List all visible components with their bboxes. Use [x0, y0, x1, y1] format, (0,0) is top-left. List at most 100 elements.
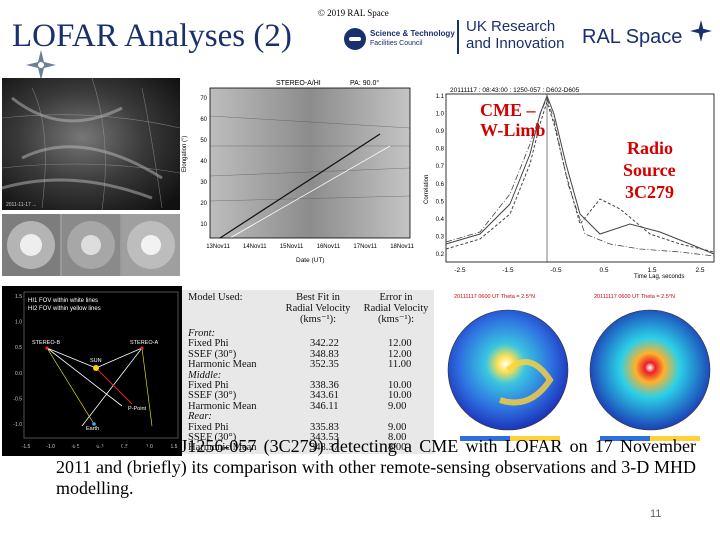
orbit-label-earth: Earth [86, 426, 99, 432]
table-row: SSEF (30°) 343.53 8.00 [188, 432, 432, 443]
correlation-xlabel: Time Lag, seconds [634, 274, 684, 280]
mhd-model-image-1: 20111117 0600 UT Theta = 2.5°N [440, 290, 580, 454]
orbit-xticks: -1.5 -1.0 -0.5 0.0 0.5 1.0 1.5 [22, 444, 178, 450]
stereo-ylabel: Elongation (°) [182, 136, 188, 172]
table-cell-model: SSEF (30°) [188, 432, 237, 443]
x-tick-label: 1.5 [647, 267, 656, 274]
ukri-logo: UK Research and Innovation [466, 18, 564, 52]
table-header-err-l3: (kms⁻¹): [377, 314, 415, 325]
correlation-ylabel: Correlation [424, 175, 430, 204]
earth-marker [92, 422, 96, 426]
annotation-source: Source [623, 160, 676, 180]
coronagraph-graphic [2, 214, 180, 276]
stfc-logo-mark [344, 28, 366, 50]
table-cell-model: Harmonic Mean [188, 359, 257, 371]
table-row: Fixed Phi 338.36 10.00 [188, 380, 432, 391]
stereo-pa: PA: 90.0° [350, 79, 379, 87]
correlation-xticks: -2.5 -1.5 -0.5 0.5 1.5 2.5 [454, 267, 704, 274]
table-cell-error: 12.00 [388, 338, 412, 350]
x-tick-label: 1.0 [146, 444, 153, 450]
table-row: Harmonic Mean 346.11 9.00 [188, 401, 432, 412]
stereo-jmap-plot: STEREO-A/HI PA: 90.0° Elongation (°) 70 6… [180, 76, 416, 272]
x-tick-label: 17Nov11 [353, 244, 377, 250]
x-tick-label: 1.5 [171, 444, 178, 450]
table-cell-model: Rear: [188, 411, 212, 423]
x-tick-label: 2.5 [695, 267, 704, 274]
table-cell-fit: 343.61 [310, 390, 339, 402]
y-tick-label: 0.3 [436, 234, 445, 240]
observation-text: Observations of J1256-057 (3C279) detect… [56, 436, 696, 498]
ukri-logo-line2: and Innovation [466, 35, 565, 52]
sparkle-icon [690, 20, 712, 42]
y-tick-label: 0.5 [15, 345, 22, 351]
x-tick-label: 14Nov11 [243, 244, 267, 250]
stfc-logo-line1: Science & Technology [370, 29, 455, 38]
x-tick-label: 0.0 [97, 444, 104, 450]
mhd-model-label-1: 20111117 0600 UT Theta = 2.5°N [454, 294, 535, 300]
y-tick-label: 50 [200, 138, 207, 144]
ukri-logo-line1: UK Research [466, 18, 556, 35]
y-tick-label: -1.0 [13, 422, 22, 428]
table-cell-error: 11.00 [388, 359, 412, 371]
table-row: SSEF (30°) 343.61 10.00 [188, 390, 432, 401]
table-header-error: Error in Radial Velocity (kms⁻¹): [360, 292, 432, 325]
table-row: Harmonic Mean 352.35 11.00 [188, 359, 432, 370]
stfc-logo: Science & Technology Facilities Council [344, 24, 456, 54]
spacecraft-orbit-plot: HI1 FOV within white lines HI2 FOV withi… [2, 286, 182, 456]
table-cell-model: Harmonic Mean [188, 400, 257, 412]
table-header-fit-l1: Best Fit in [296, 292, 340, 303]
stereo-yticks: 70 60 50 40 30 20 10 [200, 96, 207, 228]
table-cell-fit: 352.35 [310, 359, 339, 371]
table-row: Harmonic Mean 348.37 8.00 [188, 442, 432, 453]
ral-space-logo: RAL Space [582, 26, 683, 48]
orbit-label-stereo-a: STEREO-A [130, 340, 158, 346]
y-tick-label: 1.0 [436, 112, 445, 118]
stereo-title: STEREO-A/HI [276, 80, 321, 87]
coronagraph-images [2, 214, 180, 276]
x-tick-label: 0.5 [121, 444, 128, 450]
table-cell-error: 10.00 [388, 390, 412, 402]
table-cell-model: Harmonic Mean [188, 442, 257, 454]
y-tick-label: 70 [200, 96, 207, 102]
x-tick-label: 15Nov11 [280, 244, 304, 250]
table-cell-fit: 343.53 [310, 432, 339, 443]
solar-disk-graphic: 2011-11-17 ... [2, 78, 180, 210]
y-tick-label: 10 [200, 222, 207, 228]
logo-divider [457, 20, 459, 54]
x-tick-label: -0.5 [71, 444, 80, 450]
table-cell-fit: 346.11 [310, 400, 339, 412]
copyright-notice: © 2019 RAL Space [318, 8, 389, 18]
x-tick-label: 16Nov11 [317, 244, 341, 250]
stereo-jmap-graphic: STEREO-A/HI PA: 90.0° Elongation (°) 70 6… [182, 79, 414, 264]
y-tick-label: 40 [200, 159, 207, 165]
table-row: Fixed Phi 342.22 12.00 [188, 338, 432, 349]
stfc-logo-line2: Facilities Council [370, 40, 423, 47]
solar-disk-image: 2011-11-17 ... [2, 78, 180, 210]
table-cell-model: Fixed Phi [188, 338, 229, 350]
correlation-plot: 20111117 : 08:43:00 : 1250-057 : D602-D6… [420, 84, 720, 280]
table-cell-model: Fixed Phi [188, 380, 229, 391]
y-tick-label: 0.8 [436, 147, 445, 153]
sparkle-icon [26, 50, 56, 80]
table-cell-model: SSEF (30°) [188, 348, 237, 360]
x-tick-label: -1.0 [46, 444, 55, 450]
velocity-fit-table: Model Used: Best Fit in Radial Velocity … [182, 290, 434, 454]
y-tick-label: 1.1 [436, 94, 445, 100]
x-tick-label: -1.5 [502, 267, 514, 274]
table-cell-error: 8.00 [388, 432, 407, 443]
y-tick-label: 60 [200, 117, 207, 123]
table-cell-error: 8.00 [388, 442, 407, 454]
x-tick-label: -2.5 [454, 267, 466, 274]
bullet-marker: • [30, 436, 37, 457]
stereo-xlabel: Date (UT) [296, 257, 325, 264]
table-cell-fit: 335.83 [310, 421, 339, 433]
table-cell-fit: 348.83 [310, 348, 339, 360]
mhd-model-label-2: 20111117 0600 UT Theta = 2.5°N [594, 294, 675, 300]
y-tick-label: 0.9 [436, 129, 445, 135]
annotation-wlimb: W-Limb [480, 120, 545, 140]
table-cell-model: Middle: [188, 369, 222, 381]
correlation-yticks: 1.1 1.0 0.9 0.8 0.7 0.6 0.5 0.4 0.3 0.2 [436, 94, 445, 258]
stereo-xticks: 13Nov11 14Nov11 15Nov11 16Nov11 17Nov11 18Nov… [206, 244, 414, 250]
y-tick-label: -0.5 [13, 396, 22, 402]
mhd-model-graphic-2: 20111117 0600 UT Theta = 2.5°N [589, 294, 711, 441]
